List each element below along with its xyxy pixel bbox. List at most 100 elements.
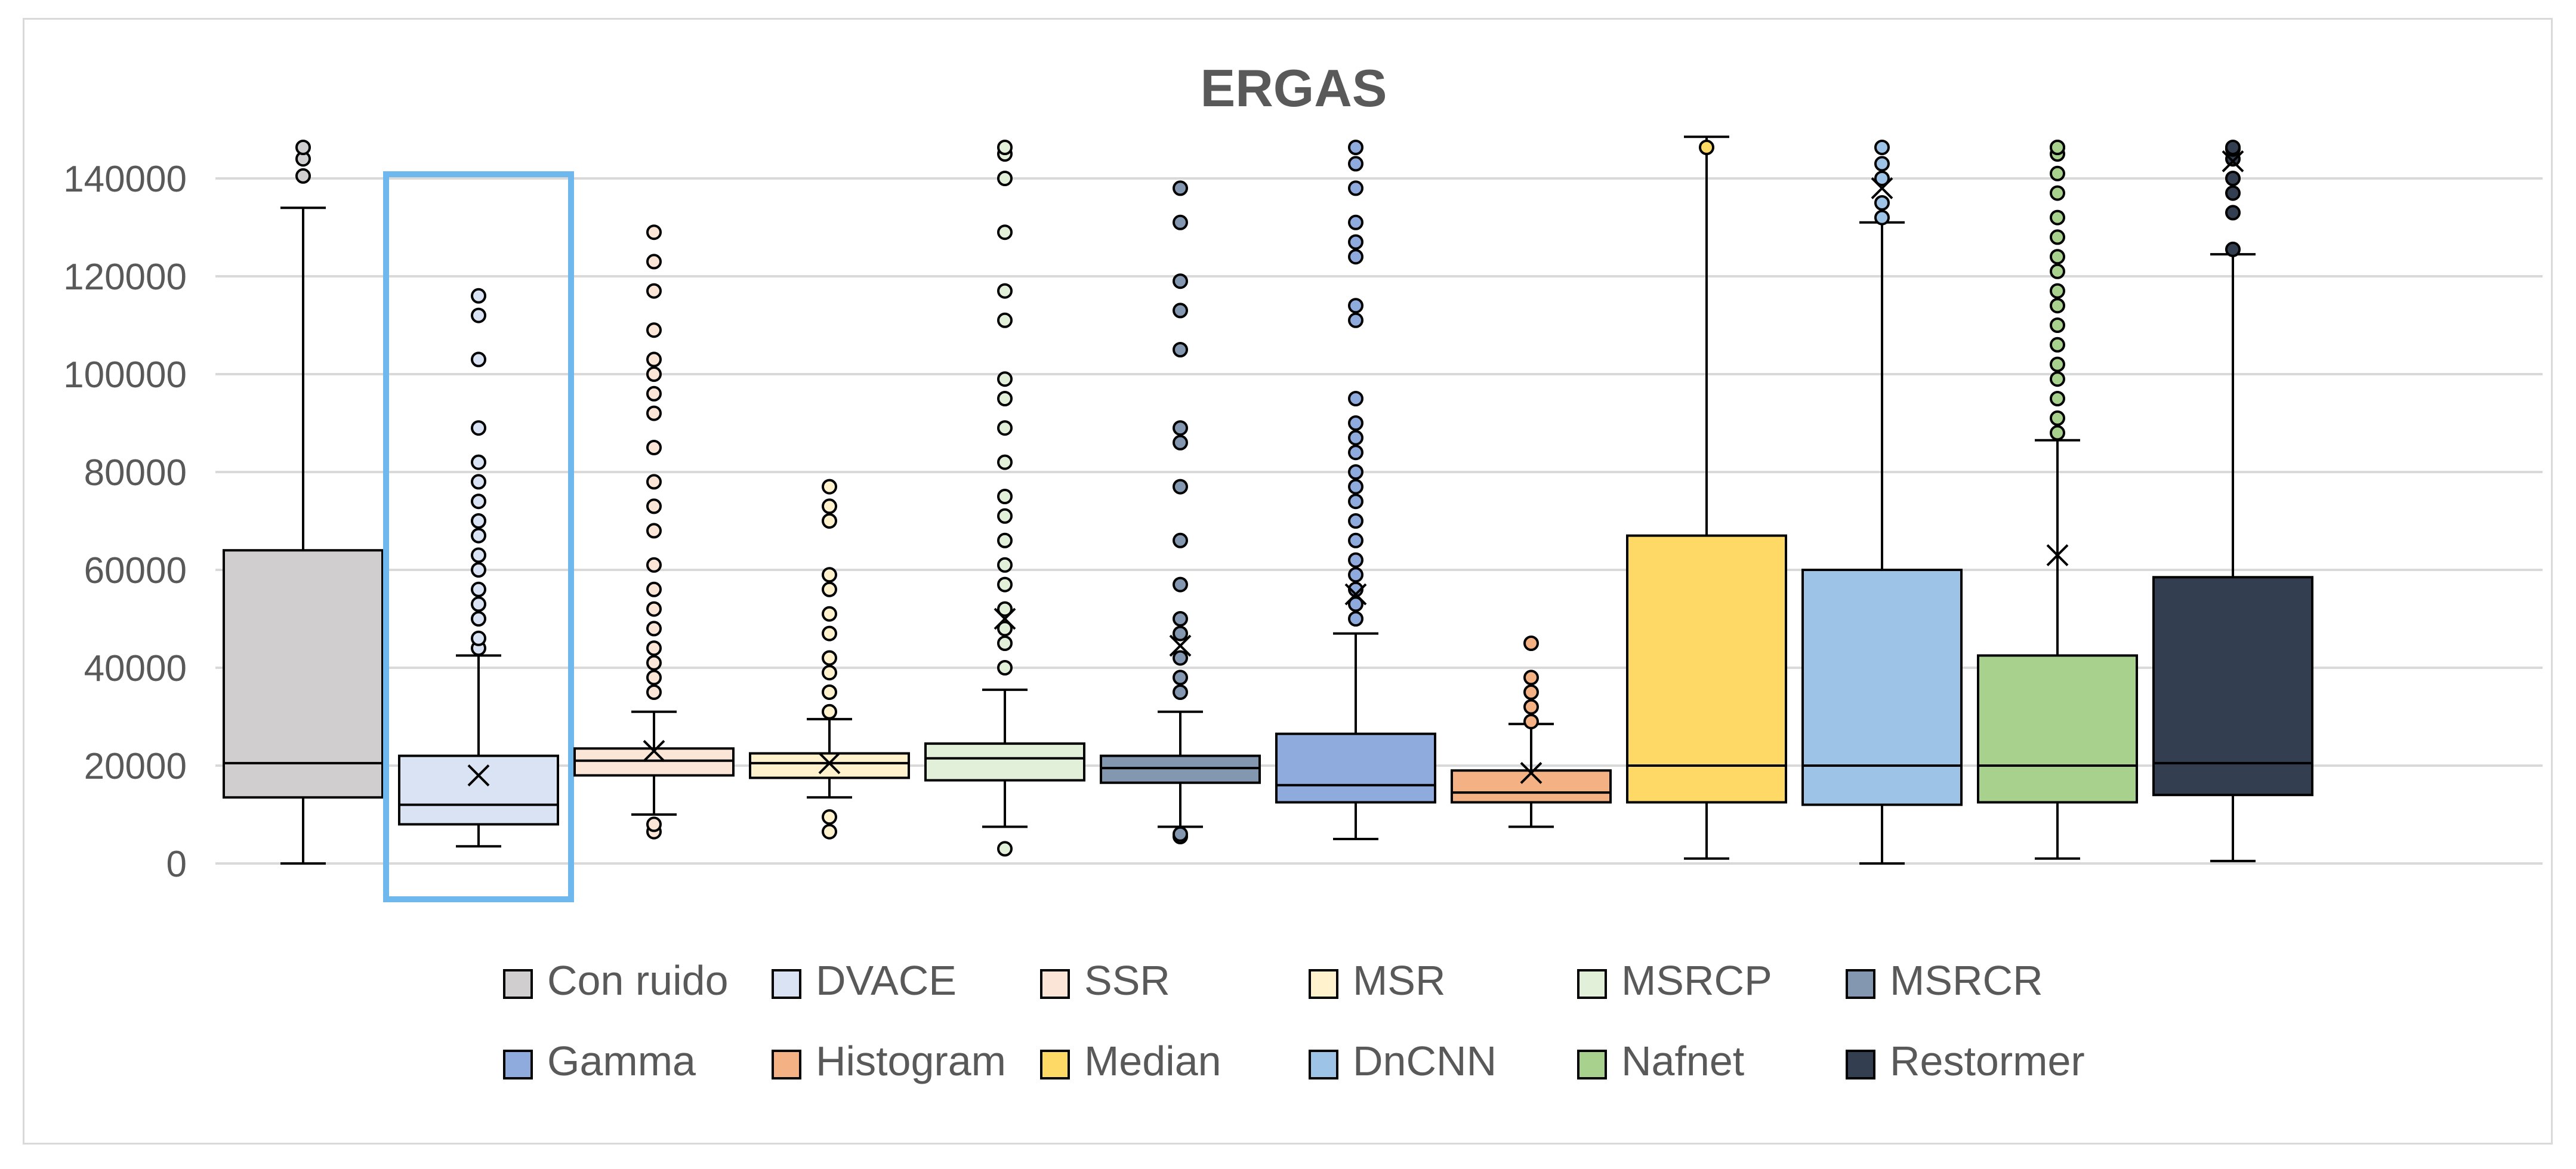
box-con-ruido [223,140,384,865]
mean-marker [994,607,1016,630]
highlight-frame [383,171,574,902]
outlier-point [2050,263,2065,279]
outlier-point [1173,532,1188,548]
outlier-point [822,567,837,583]
outlier-point [646,557,662,573]
legend-item-msrcr: MSRCR [1846,957,2043,1004]
outlier-point [1173,214,1188,230]
outlier-point [2050,391,2065,406]
outlier-point [471,581,486,597]
outlier-point [1348,552,1363,568]
box-gamma [1275,140,1436,840]
outlier-point [646,640,662,656]
outlier-point [1348,140,1363,155]
box-restormer [2152,140,2313,862]
outlier-point [2225,171,2241,186]
outlier-point [1348,214,1363,230]
outlier-point [2050,371,2065,387]
legend-label: Gamma [547,1038,696,1084]
outlier-point [1874,171,1890,186]
legend-label: Histogram [816,1038,1006,1084]
outlier-point [1173,684,1188,700]
iqr-box [749,752,910,779]
outlier-point [1348,312,1363,328]
legend-swatch [503,1050,533,1079]
mean-marker [818,752,841,775]
iqr-box [1626,534,1787,804]
outlier-point [1523,636,1539,651]
legend-label: DVACE [816,957,957,1004]
iqr-box [1275,732,1436,804]
outlier-point [1874,195,1890,211]
outlier-point [646,523,662,539]
outlier-point [471,288,486,304]
outlier-point [997,391,1013,406]
iqr-box [1801,569,1963,806]
outlier-point [822,809,837,825]
outlier-point [2050,337,2065,353]
outlier-point [997,371,1013,387]
outlier-point [646,405,662,421]
outlier-point [997,621,1013,637]
legend-swatch [1577,969,1607,999]
outlier-point [646,601,662,617]
mean-marker [1344,583,1367,606]
outlier-point [1173,273,1188,289]
legend-item-con-ruido: Con ruido [503,957,729,1004]
outlier-point [997,489,1013,504]
plot-area [223,135,2313,902]
outlier-point [997,454,1013,470]
outlier-point [997,576,1013,593]
legend-item-gamma: Gamma [503,1038,696,1084]
outlier-point [1523,714,1539,730]
iqr-box [1977,654,2138,804]
outlier-point [822,479,837,495]
outlier-point [2050,283,2065,299]
legend-swatch [1846,1050,1875,1079]
legend-item-dvace: DVACE [772,957,957,1004]
outlier-point [822,498,837,514]
legend-label: Median [1084,1038,1221,1084]
legend-label: Nafnet [1621,1038,1744,1084]
outlier-point [646,474,662,490]
outlier-point [2050,356,2065,372]
iqr-box [1100,754,1261,784]
outlier-point [822,684,837,700]
mean-marker [643,739,665,762]
legend-swatch [1040,969,1070,999]
outlier-point [646,684,662,700]
outlier-point [997,312,1013,328]
legend-swatch [772,1050,801,1079]
chart-title: ERGAS [1201,58,1387,118]
outlier-point [822,513,837,529]
outlier-point [822,704,837,720]
legend-swatch [1846,969,1875,999]
outlier-point [471,307,486,323]
outlier-point [1523,670,1539,686]
legend-item-dncnn: DnCNN [1309,1038,1497,1084]
outlier-point [1348,611,1363,627]
outlier-point [997,636,1013,651]
outlier-point [1348,249,1363,265]
outlier-point [646,224,662,240]
outlier-point [471,611,486,627]
mean-marker [1871,177,1893,199]
legend-item-msrcp: MSRCP [1577,957,1772,1004]
outlier-point [646,385,662,402]
outlier-point [1348,479,1363,495]
legend-swatch [1577,1050,1607,1079]
outlier-point [471,493,486,510]
outlier-point [2050,425,2065,441]
outlier-point [997,532,1013,548]
outlier-point [1173,670,1188,686]
outlier-point [1173,826,1188,842]
outlier-point [2225,185,2241,201]
outlier-point [2225,205,2241,221]
outlier-point [2050,140,2065,155]
outlier-point [1348,464,1363,480]
outlier-point [646,283,662,299]
outlier-point [1173,611,1188,627]
box-msrcp [924,140,1085,857]
outlier-point [646,351,662,368]
outlier-point [471,474,486,490]
